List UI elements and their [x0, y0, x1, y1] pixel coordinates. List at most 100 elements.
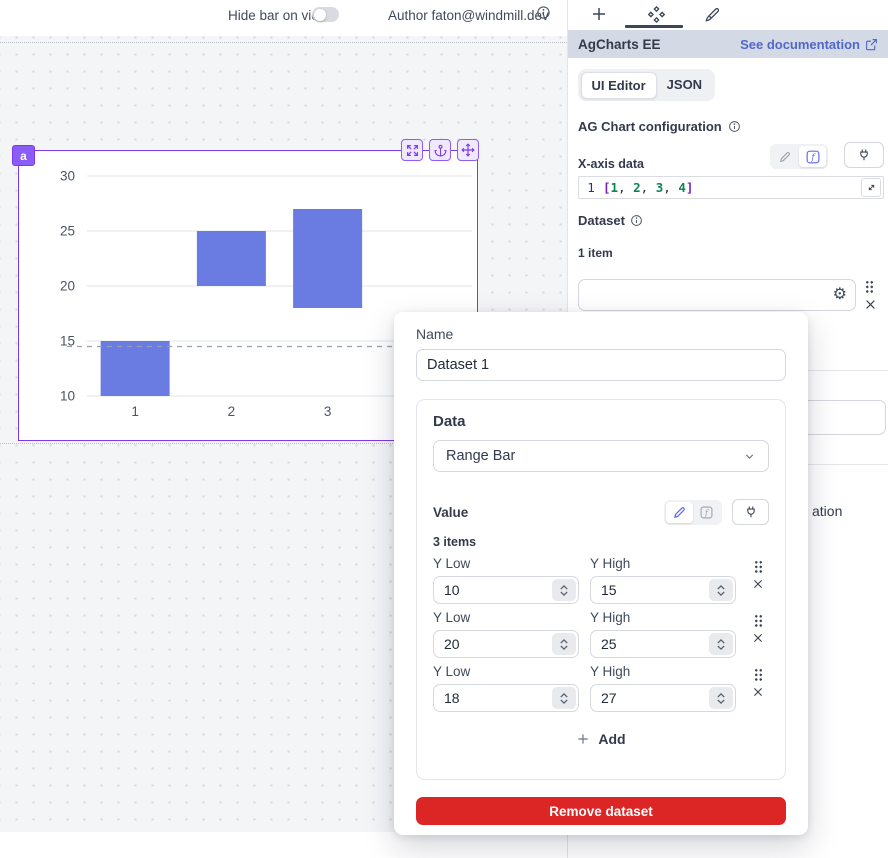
y-high-label: Y High: [590, 610, 631, 625]
drag-handle[interactable]: [753, 560, 763, 573]
tab-insert-component[interactable]: [588, 3, 610, 25]
xaxis-input-mode-toggle: f: [770, 144, 828, 169]
see-documentation-link[interactable]: See documentation: [740, 37, 878, 52]
expand-editor-button[interactable]: [861, 178, 881, 197]
y-high-label: Y High: [590, 664, 631, 679]
author-label: Author faton@windmill.dev: [388, 8, 549, 23]
remove-item-button[interactable]: [752, 632, 764, 644]
svg-text:25: 25: [60, 224, 75, 239]
external-link-icon: [866, 38, 877, 50]
brush-icon: [705, 8, 720, 22]
stepper-down-icon: [716, 644, 725, 650]
dataset-item-field[interactable]: ⚙: [578, 279, 856, 311]
number-stepper[interactable]: [708, 633, 733, 655]
remove-dataset-button[interactable]: Remove dataset: [416, 797, 786, 825]
svg-text:2: 2: [228, 404, 236, 419]
close-icon[interactable]: [864, 298, 877, 311]
dataset-section-label: Dataset: [578, 213, 643, 228]
y-high-input[interactable]: 25: [590, 630, 736, 658]
code-line: [1, 2, 3, 4]: [603, 180, 694, 195]
connect-input-button[interactable]: [732, 499, 769, 525]
tab-ui-editor[interactable]: UI Editor: [580, 71, 657, 99]
svg-text:30: 30: [60, 169, 75, 184]
number-stepper[interactable]: [551, 579, 576, 601]
component-id-badge: a: [12, 145, 35, 166]
drag-handle[interactable]: [865, 280, 874, 293]
data-section: Data Range Bar Value: [416, 399, 786, 780]
gear-icon[interactable]: ⚙: [832, 286, 847, 303]
expand-component-button[interactable]: [401, 139, 423, 161]
drag-handle[interactable]: [753, 668, 763, 681]
stepper-up-icon: [716, 638, 725, 644]
number-stepper[interactable]: [708, 687, 733, 709]
drag-handle[interactable]: [753, 614, 763, 627]
number-stepper[interactable]: [551, 633, 576, 655]
number-stepper[interactable]: [708, 579, 733, 601]
y-high-input[interactable]: 15: [590, 576, 736, 604]
connect-input-button[interactable]: [844, 142, 884, 168]
remove-item-button[interactable]: [752, 578, 764, 590]
y-low-input[interactable]: 10: [433, 576, 579, 604]
chart-type-select[interactable]: Range Bar: [433, 440, 769, 472]
tab-component-settings[interactable]: [645, 3, 667, 25]
static-mode-button[interactable]: [666, 501, 693, 523]
value-header: Value f: [433, 498, 769, 526]
function-icon: f: [700, 506, 713, 518]
anchor-component-button[interactable]: [429, 139, 451, 161]
expand-icon: [868, 184, 874, 191]
stepper-down-icon: [559, 644, 568, 650]
canvas-bottom-strip: [0, 832, 567, 858]
close-icon: [754, 688, 762, 696]
active-tab-underline: [625, 25, 683, 28]
y-high-input[interactable]: 27: [590, 684, 736, 712]
value-label: Value: [433, 504, 469, 520]
info-icon[interactable]: [536, 5, 551, 20]
stepper-up-icon: [559, 692, 568, 698]
dataset-count: 1 item: [578, 246, 613, 260]
expression-mode-button[interactable]: f: [799, 146, 826, 167]
y-low-label: Y Low: [433, 664, 471, 679]
components-icon: [647, 5, 665, 23]
close-icon: [754, 634, 762, 642]
stepper-up-icon: [559, 638, 568, 644]
info-icon[interactable]: [728, 120, 741, 133]
xaxis-code-editor[interactable]: 1 [1, 2, 3, 4]: [578, 176, 884, 199]
move-component-button[interactable]: [457, 139, 479, 161]
expression-mode-button[interactable]: f: [693, 502, 720, 523]
function-icon: f: [806, 150, 819, 163]
value-item-row: Y Low 18 Y High 27: [433, 664, 769, 712]
info-icon[interactable]: [630, 214, 643, 227]
y-low-input[interactable]: 20: [433, 630, 579, 658]
add-label: Add: [598, 731, 626, 747]
component-header: AgCharts EE See documentation: [568, 30, 888, 58]
tab-styling[interactable]: [702, 3, 724, 25]
svg-text:f: f: [704, 508, 710, 517]
remove-item-button[interactable]: [752, 686, 764, 698]
dataset-name-input[interactable]: [416, 349, 786, 381]
add-item-button[interactable]: Add: [433, 724, 769, 754]
grid-row-separator: [0, 42, 567, 43]
move-icon: [461, 143, 475, 157]
hide-bar-toggle[interactable]: [312, 7, 339, 22]
tab-json[interactable]: JSON: [666, 76, 703, 92]
y-low-input[interactable]: 18: [433, 684, 579, 712]
component-title: AgCharts EE: [578, 36, 661, 52]
name-label: Name: [416, 326, 454, 342]
partially-hidden-text: ation: [812, 503, 843, 519]
svg-text:15: 15: [60, 334, 75, 349]
hide-bar-label: Hide bar on view: [228, 8, 329, 23]
stepper-up-icon: [716, 692, 725, 698]
svg-text:1: 1: [131, 404, 139, 419]
number-stepper[interactable]: [551, 687, 576, 709]
chevron-down-icon: [745, 453, 754, 459]
stepper-up-icon: [559, 584, 568, 590]
stepper-down-icon: [559, 590, 568, 596]
y-low-label: Y Low: [433, 610, 471, 625]
component-actions: [401, 139, 479, 161]
static-mode-button[interactable]: [772, 146, 799, 167]
value-item-row: Y Low 20 Y High 25: [433, 610, 769, 658]
close-icon: [754, 580, 762, 588]
svg-text:20: 20: [60, 279, 75, 294]
svg-text:f: f: [810, 153, 816, 163]
stepper-down-icon: [559, 698, 568, 704]
